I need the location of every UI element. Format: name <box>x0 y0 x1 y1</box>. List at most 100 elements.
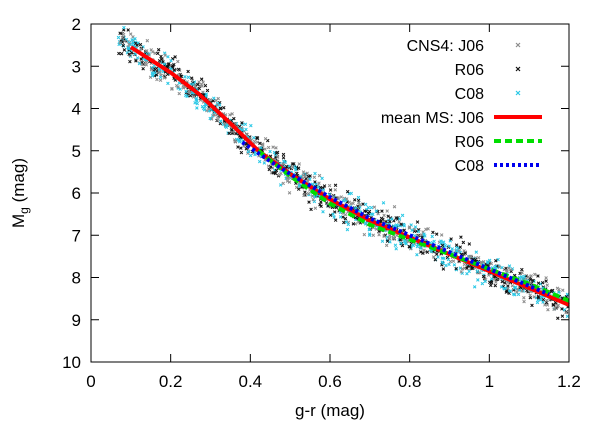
scatter-point-c08 <box>345 227 350 232</box>
scatter-point-j06 <box>358 203 362 207</box>
scatter-point-r06 <box>281 156 286 160</box>
x-axis-label: g-r (mag) <box>295 401 365 420</box>
scatter-point-j06 <box>544 298 549 303</box>
scatter-point-j06 <box>127 42 131 47</box>
legend-label-cns4-r06: R06 <box>455 62 484 79</box>
scatter-point-r06 <box>461 240 466 245</box>
scatter-point-r06 <box>318 202 322 207</box>
scatter-point-c08 <box>416 229 421 234</box>
scatter-point-c08 <box>493 264 498 269</box>
scatter-point-j06 <box>426 227 430 231</box>
scatter-point-j06 <box>163 53 167 58</box>
scatter-point-c08 <box>411 243 416 248</box>
x-tick-label: 0.4 <box>239 372 263 391</box>
scatter-point-j06 <box>532 295 536 299</box>
y-tick-label: 4 <box>72 100 81 119</box>
scatter-point-r06 <box>445 255 450 260</box>
scatter-point-r06 <box>343 216 348 221</box>
scatter-point-j06 <box>176 59 180 64</box>
scatter-point-c08 <box>480 281 485 286</box>
scatter-point-r06 <box>454 243 459 247</box>
scatter-point-c08 <box>436 255 440 259</box>
scatter-point-j06 <box>391 235 396 240</box>
scatter-point-j06 <box>344 197 349 201</box>
scatter-point-c08 <box>367 227 372 231</box>
scatter-point-r06 <box>425 250 430 254</box>
scatter-point-j06 <box>487 273 491 277</box>
scatter-point-j06 <box>494 280 498 284</box>
scatter-point-j06 <box>260 142 265 146</box>
scatter-point-r06 <box>458 245 463 249</box>
scatter-point-c08 <box>443 243 448 248</box>
scatter-point-c08 <box>486 261 490 265</box>
scatter-point-r06 <box>121 43 125 48</box>
y-axis-label-unit: (mag) <box>9 158 28 207</box>
scatter-point-j06 <box>233 139 237 144</box>
scatter-point-r06 <box>203 83 208 88</box>
scatter-point-r06 <box>296 187 301 191</box>
scatter-point-r06 <box>161 60 165 64</box>
scatter-point-j06 <box>153 51 157 55</box>
scatter-point-r06 <box>386 214 390 218</box>
scatter-point-j06 <box>122 39 127 43</box>
scatter-point-r06 <box>269 165 273 169</box>
scatter-point-j06 <box>228 113 232 117</box>
scatter-point-c08 <box>402 224 407 228</box>
x-tick-label: 0 <box>86 372 95 391</box>
scatter-point-c08 <box>185 94 189 99</box>
scatter-point-c08 <box>169 59 173 63</box>
scatter-point-j06 <box>533 272 537 277</box>
scatter-point-j06 <box>305 171 309 175</box>
mean-ms-line-c08 <box>241 140 550 297</box>
scatter-point-j06 <box>297 162 302 166</box>
scatter-point-r06 <box>295 171 299 176</box>
scatter-point-j06 <box>266 145 271 150</box>
scatter-point-r06 <box>172 62 176 67</box>
legend-label-mean-ms-c08: C08 <box>455 158 484 175</box>
scatter-point-c08 <box>200 104 205 109</box>
scatter-point-j06 <box>139 47 143 51</box>
scatter-point-j06 <box>285 179 290 183</box>
scatter-point-r06 <box>230 128 234 132</box>
scatter-point-j06 <box>279 171 283 176</box>
scatter-point-j06 <box>377 232 381 237</box>
scatter-point-c08 <box>243 122 248 127</box>
scatter-point-j06 <box>157 70 162 75</box>
scatter-point-j06 <box>271 145 275 149</box>
legend-marker-r06 <box>515 66 521 72</box>
scatter-point-r06 <box>560 314 565 318</box>
scatter-point-c08 <box>133 37 137 41</box>
scatter-point-j06 <box>208 98 213 102</box>
scatter-point-r06 <box>179 74 184 79</box>
legend: CNS4: J06 R06 C08 mean MS: J06 R06 C08 <box>381 38 542 175</box>
scatter-point-c08 <box>467 269 471 274</box>
scatter-point-r06 <box>177 67 181 72</box>
scatter-point-j06 <box>170 87 174 91</box>
scatter-point-r06 <box>470 266 474 271</box>
scatter-point-r06 <box>467 242 472 246</box>
scatter-point-j06 <box>201 80 205 85</box>
scatter-point-r06 <box>454 266 458 271</box>
y-tick-label: 2 <box>72 15 81 34</box>
scatter-point-c08 <box>390 217 394 221</box>
scatter-point-r06 <box>156 51 160 56</box>
scatter-point-j06 <box>118 40 122 45</box>
scatter-point-j06 <box>564 310 568 315</box>
scatter-point-c08 <box>212 96 216 100</box>
scatter-point-r06 <box>186 69 190 74</box>
scatter-point-c08 <box>278 183 283 187</box>
scatter-point-r06 <box>307 200 311 204</box>
scatter-point-r06 <box>351 222 356 226</box>
scatter-point-j06 <box>120 35 125 40</box>
scatter-point-c08 <box>218 119 223 123</box>
scatter-point-r06 <box>481 274 486 279</box>
scatter-point-j06 <box>459 270 464 274</box>
scatter-point-c08 <box>346 222 351 227</box>
x-tick-label: 1.2 <box>557 372 581 391</box>
scatter-point-c08 <box>208 116 212 121</box>
scatter-point-r06 <box>211 99 215 103</box>
scatter-point-c08 <box>394 247 398 251</box>
scatter-point-c08 <box>400 213 405 218</box>
scatter-point-c08 <box>217 103 222 107</box>
scatter-point-c08 <box>248 153 253 158</box>
